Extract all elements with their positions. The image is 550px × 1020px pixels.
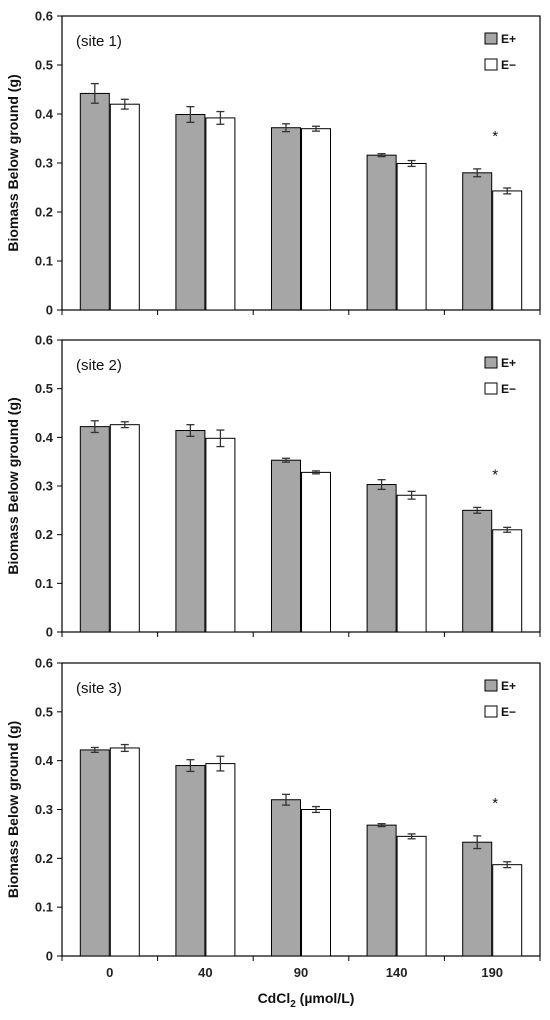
y-tick-label: 0 <box>46 949 53 964</box>
bar-e-plus <box>366 824 397 957</box>
bar-e-plus <box>366 484 397 633</box>
x-axis-label-subscript: 2 <box>290 999 296 1010</box>
bar-e-minus <box>301 128 331 311</box>
bar-e-minus <box>492 864 523 957</box>
y-tick-label: 0.3 <box>35 156 53 171</box>
x-axis-label-unit: (µmol/L) <box>296 990 355 1006</box>
bar-e-plus <box>175 765 206 957</box>
bar-e-plus <box>175 113 206 311</box>
bar-e-plus <box>462 172 493 311</box>
y-tick-label: 0.1 <box>35 576 53 591</box>
x-tick-label: 40 <box>198 965 212 980</box>
bar-e-plus <box>271 799 301 957</box>
y-tick-label: 0.5 <box>35 58 53 73</box>
bar-e-minus <box>205 117 236 311</box>
bar-e-plus <box>462 841 493 957</box>
bar-e-minus <box>109 103 140 311</box>
y-axis-label: Biomass Below ground (g) <box>5 74 21 251</box>
y-tick-label: 0.4 <box>35 753 54 768</box>
bar-e-plus <box>366 154 397 311</box>
x-tick-label: 90 <box>294 965 308 980</box>
bar-e-minus <box>109 747 140 957</box>
bar-e-minus <box>396 162 427 311</box>
y-tick-label: 0 <box>46 625 53 640</box>
chart-panel-2: 0 0.1 0.2 0.3 0.4 0.5 0.6 Biomass Below ground … <box>5 333 541 640</box>
legend-label-e-plus: E+ <box>501 356 516 370</box>
bar-e-minus <box>301 471 331 633</box>
x-axis-label: CdCl2 (µmol/L) <box>258 990 355 1010</box>
y-tick-label: 0 <box>46 303 53 318</box>
y-tick-label: 0.4 <box>35 107 54 122</box>
chart-panel-3: 0 0.1 0.2 0.3 0.4 0.5 0.6 Biomass Below ground … <box>5 656 541 980</box>
bar-e-minus <box>301 809 331 957</box>
bar-e-minus <box>396 494 427 633</box>
bar-e-plus <box>462 509 493 633</box>
x-tick-label: 140 <box>386 965 408 980</box>
y-tick-label: 0.6 <box>35 333 53 348</box>
y-tick-label: 0.2 <box>35 527 53 542</box>
legend-label-e-minus: E− <box>501 58 516 72</box>
bar-e-plus <box>79 92 110 311</box>
y-tick-label: 0.6 <box>35 656 53 671</box>
y-tick-label: 0.1 <box>35 254 53 269</box>
legend-swatch-e-plus <box>484 32 498 45</box>
y-axis-label: Biomass Below ground (g) <box>5 397 21 574</box>
bar-e-minus <box>109 424 140 633</box>
legend-swatch-e-minus <box>484 382 498 395</box>
site-annotation: (site 1) <box>76 33 122 50</box>
bar-e-minus <box>492 529 523 633</box>
legend-swatch-e-plus <box>484 356 498 369</box>
significance-star: * <box>492 466 498 483</box>
bar-e-minus <box>205 437 236 633</box>
y-tick-label: 0.1 <box>35 900 53 915</box>
y-tick-label: 0.6 <box>35 9 53 24</box>
chart-panel-1: 0 0.1 0.2 0.3 0.4 0.5 0.6 Biomass Below ground … <box>5 9 541 318</box>
y-axis-label: Biomass Below ground (g) <box>5 721 21 898</box>
site-annotation: (site 2) <box>76 357 122 374</box>
legend-label-e-plus: E+ <box>501 32 516 46</box>
y-tick-label: 0.5 <box>35 381 53 396</box>
legend-swatch-e-plus <box>484 679 498 692</box>
legend-label-e-plus: E+ <box>501 679 516 693</box>
site-annotation: (site 3) <box>76 680 122 697</box>
legend-label-e-minus: E− <box>501 705 516 719</box>
y-tick-label: 0.3 <box>35 479 53 494</box>
y-tick-label: 0.2 <box>35 851 53 866</box>
x-tick-label: 190 <box>481 965 503 980</box>
bar-e-minus <box>205 763 236 957</box>
bar-e-plus <box>79 749 110 957</box>
bar-e-minus <box>396 835 427 957</box>
bar-e-plus <box>271 459 301 633</box>
bar-e-plus <box>271 127 301 311</box>
legend-swatch-e-minus <box>484 705 498 718</box>
x-axis-label-main: CdCl <box>258 990 291 1006</box>
bar-e-plus <box>175 430 206 633</box>
legend-label-e-minus: E− <box>501 382 516 396</box>
significance-star: * <box>492 128 498 145</box>
y-tick-label: 0.3 <box>35 802 53 817</box>
y-tick-label: 0.4 <box>35 430 54 445</box>
bar-e-plus <box>79 426 110 633</box>
legend-swatch-e-minus <box>484 58 498 71</box>
bar-e-minus <box>492 190 523 311</box>
x-tick-label: 0 <box>106 965 113 980</box>
significance-star: * <box>492 795 498 812</box>
y-tick-label: 0.5 <box>35 704 53 719</box>
y-tick-label: 0.2 <box>35 205 53 220</box>
